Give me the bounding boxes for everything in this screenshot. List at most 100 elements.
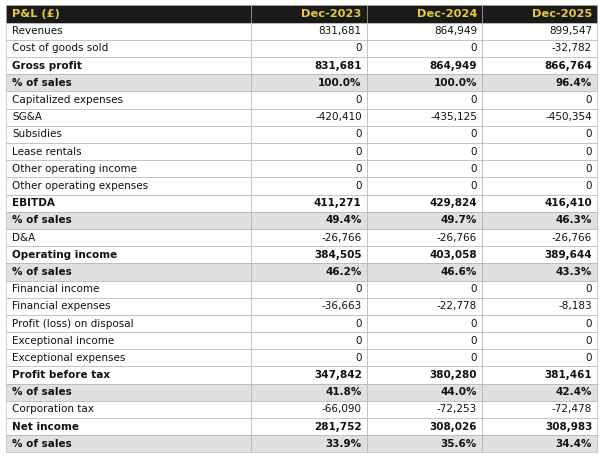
Bar — [6, 401, 251, 418]
Text: 0: 0 — [470, 164, 477, 174]
Text: Cost of goods sold: Cost of goods sold — [12, 43, 108, 53]
Bar — [251, 40, 367, 57]
Text: 46.2%: 46.2% — [325, 267, 362, 277]
Text: 308,983: 308,983 — [545, 422, 592, 432]
Bar — [367, 91, 482, 109]
Bar — [482, 246, 597, 263]
Text: 381,461: 381,461 — [545, 370, 592, 380]
Text: Gross profit: Gross profit — [12, 61, 82, 71]
Text: 0: 0 — [470, 95, 477, 105]
Bar — [482, 315, 597, 332]
Bar — [6, 263, 251, 281]
Bar — [367, 5, 482, 23]
Bar — [251, 229, 367, 246]
Bar — [482, 57, 597, 74]
Text: 411,271: 411,271 — [314, 198, 362, 208]
Text: Dec-2025: Dec-2025 — [532, 9, 592, 19]
Bar — [251, 315, 367, 332]
Text: 0: 0 — [470, 336, 477, 345]
Text: -26,766: -26,766 — [437, 233, 477, 243]
Text: 308,026: 308,026 — [430, 422, 477, 432]
Text: 49.7%: 49.7% — [440, 215, 477, 225]
Bar — [367, 401, 482, 418]
Bar — [367, 298, 482, 315]
Text: 864,949: 864,949 — [430, 61, 477, 71]
Text: Capitalized expenses: Capitalized expenses — [12, 95, 123, 105]
Bar — [367, 195, 482, 212]
Bar — [251, 212, 367, 229]
Bar — [6, 23, 251, 40]
Text: -36,663: -36,663 — [322, 301, 362, 311]
Bar — [6, 5, 251, 23]
Bar — [367, 332, 482, 349]
Text: Dec-2023: Dec-2023 — [301, 9, 362, 19]
Text: 0: 0 — [586, 336, 592, 345]
Bar — [482, 298, 597, 315]
Bar — [367, 143, 482, 160]
Text: 33.9%: 33.9% — [326, 439, 362, 449]
Text: 34.4%: 34.4% — [556, 439, 592, 449]
Text: 0: 0 — [355, 43, 362, 53]
Text: -8,183: -8,183 — [559, 301, 592, 311]
Text: 0: 0 — [470, 319, 477, 329]
Text: 49.4%: 49.4% — [325, 215, 362, 225]
Text: 35.6%: 35.6% — [441, 439, 477, 449]
Bar — [251, 435, 367, 452]
Bar — [482, 177, 597, 195]
Text: 0: 0 — [355, 284, 362, 294]
Text: 42.4%: 42.4% — [556, 387, 592, 397]
Text: 100.0%: 100.0% — [318, 78, 362, 88]
Text: 864,949: 864,949 — [434, 26, 477, 36]
Bar — [482, 263, 597, 281]
Bar — [6, 57, 251, 74]
Bar — [482, 435, 597, 452]
Bar — [251, 298, 367, 315]
Bar — [6, 143, 251, 160]
Bar — [367, 160, 482, 177]
Text: 46.3%: 46.3% — [556, 215, 592, 225]
Text: Profit (loss) on disposal: Profit (loss) on disposal — [12, 319, 134, 329]
Bar — [6, 298, 251, 315]
Text: 429,824: 429,824 — [430, 198, 477, 208]
Bar — [482, 23, 597, 40]
Bar — [367, 109, 482, 126]
Bar — [482, 332, 597, 349]
Text: -26,766: -26,766 — [322, 233, 362, 243]
Text: Net income: Net income — [12, 422, 79, 432]
Text: -32,782: -32,782 — [552, 43, 592, 53]
Bar — [482, 143, 597, 160]
Text: 0: 0 — [355, 181, 362, 191]
Bar — [6, 332, 251, 349]
Bar — [251, 91, 367, 109]
Text: Exceptional income: Exceptional income — [12, 336, 114, 345]
Bar — [6, 160, 251, 177]
Text: Other operating expenses: Other operating expenses — [12, 181, 148, 191]
Bar — [482, 384, 597, 401]
Text: 96.4%: 96.4% — [556, 78, 592, 88]
Bar — [367, 74, 482, 91]
Bar — [367, 315, 482, 332]
Text: Corporation tax: Corporation tax — [12, 404, 94, 414]
Bar — [482, 367, 597, 384]
Text: -435,125: -435,125 — [430, 112, 477, 122]
Bar — [367, 349, 482, 367]
Text: 0: 0 — [586, 284, 592, 294]
Bar — [6, 195, 251, 212]
Bar — [6, 177, 251, 195]
Text: Operating income: Operating income — [12, 250, 117, 260]
Text: 866,764: 866,764 — [544, 61, 592, 71]
Text: 0: 0 — [355, 95, 362, 105]
Text: 46.6%: 46.6% — [440, 267, 477, 277]
Bar — [251, 246, 367, 263]
Bar — [367, 246, 482, 263]
Text: 100.0%: 100.0% — [433, 78, 477, 88]
Bar — [6, 229, 251, 246]
Text: 0: 0 — [470, 129, 477, 139]
Bar — [6, 126, 251, 143]
Bar — [251, 5, 367, 23]
Bar — [251, 160, 367, 177]
Text: % of sales: % of sales — [12, 439, 72, 449]
Bar — [251, 418, 367, 435]
Bar — [251, 195, 367, 212]
Text: 0: 0 — [586, 319, 592, 329]
